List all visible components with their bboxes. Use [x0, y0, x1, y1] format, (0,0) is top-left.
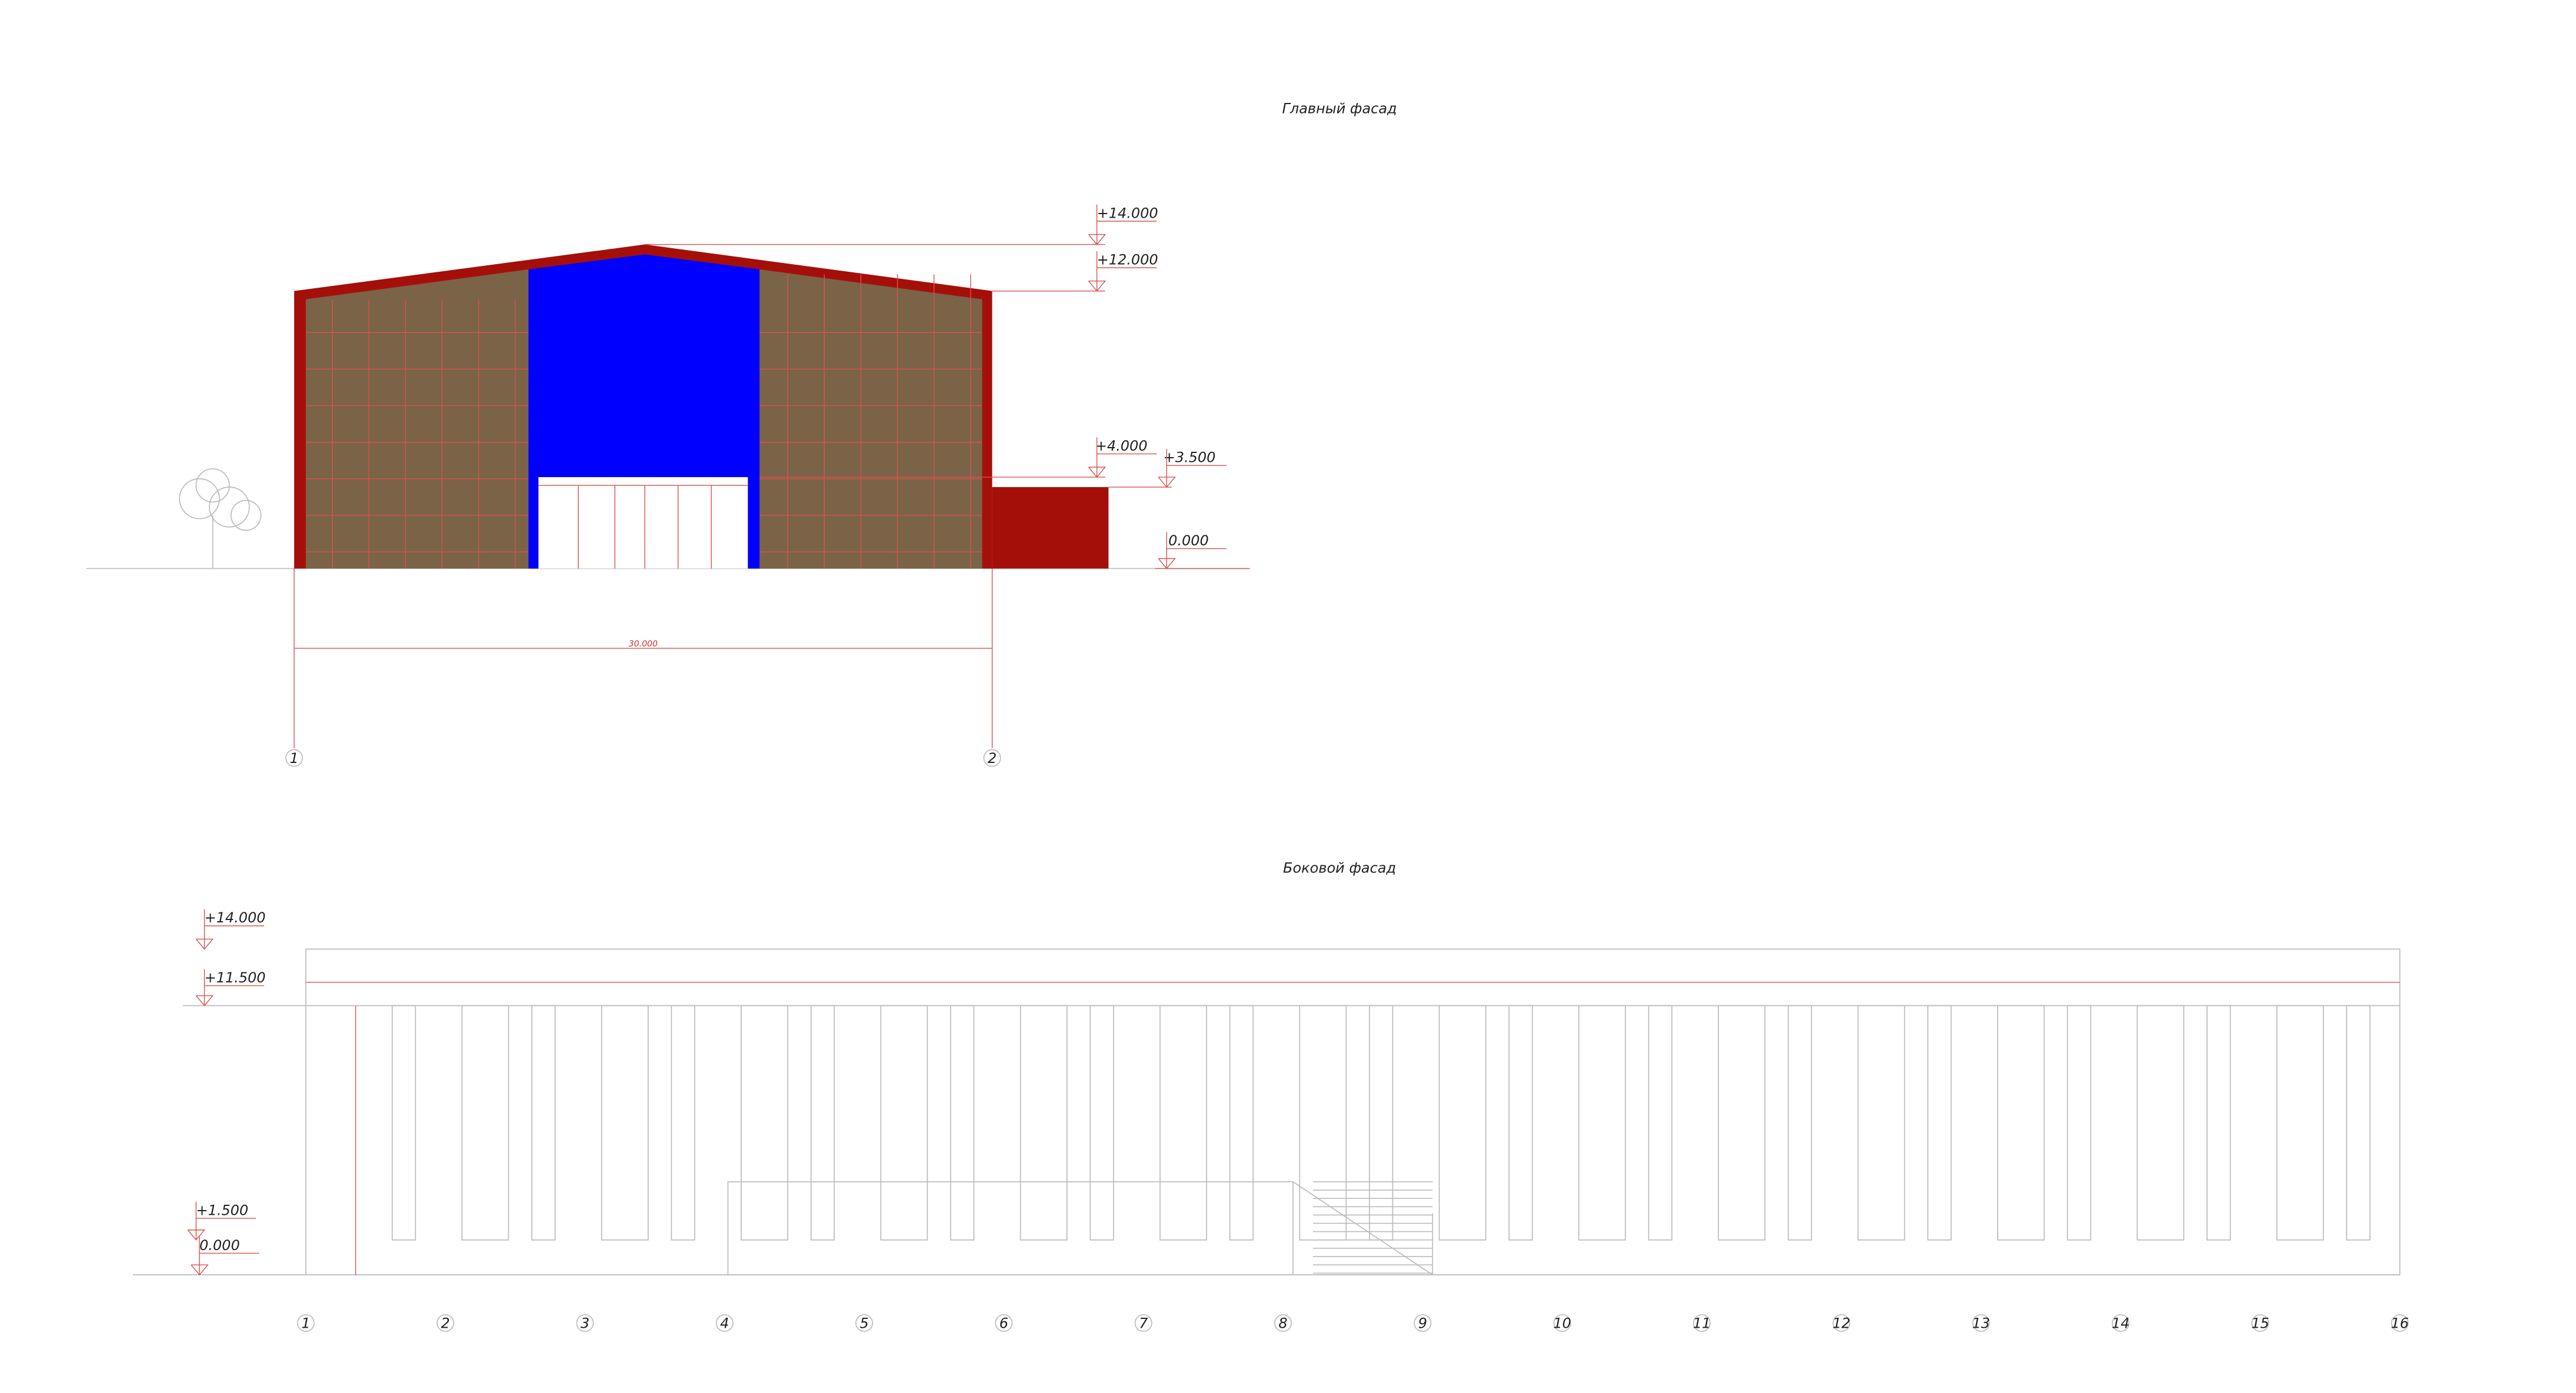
entrance-frames [538, 485, 748, 569]
axis-label: 13 [1972, 1315, 1990, 1332]
window [1997, 1005, 2045, 1241]
axis-bubble [983, 749, 1001, 767]
axis-bubble [1692, 1314, 1711, 1332]
windows [391, 1005, 2371, 1241]
window [1927, 1005, 1952, 1241]
window [810, 1005, 835, 1241]
title: Боковой фасад [1283, 859, 1396, 876]
window [2067, 1005, 2091, 1241]
annex [992, 487, 1109, 569]
window [1578, 1005, 1626, 1241]
axis-label: 16 [2391, 1315, 2409, 1332]
axis-bubble [576, 1314, 594, 1332]
window [1438, 1005, 1487, 1241]
window [2346, 1005, 2371, 1241]
wall [759, 269, 982, 569]
axis-bubble [2391, 1314, 2409, 1332]
window [1019, 1005, 1068, 1241]
window [2276, 1005, 2324, 1241]
axis-bubble [436, 1314, 455, 1332]
level-label: 0.000 [199, 1237, 240, 1254]
level-label: +14.000 [204, 909, 265, 926]
axis-bubble [285, 749, 304, 767]
title: Главный фасад [1282, 100, 1397, 116]
window [1089, 1005, 1114, 1241]
window [1299, 1005, 1347, 1241]
window [671, 1005, 695, 1241]
window [1508, 1005, 1533, 1241]
window [1788, 1005, 1812, 1241]
axis-label: 1 [301, 1315, 310, 1332]
axis-label: 15 [2251, 1315, 2270, 1332]
axis-label: 11 [1693, 1315, 1711, 1332]
window [880, 1005, 928, 1241]
window [1369, 1005, 1394, 1241]
axis-label: 2 [988, 750, 997, 767]
level-label: 0.000 [1168, 532, 1209, 549]
window [461, 1005, 509, 1241]
axis-bubble [995, 1314, 1013, 1332]
entrance [538, 477, 748, 569]
level-label: +12.000 [1097, 251, 1158, 268]
axis-label: 10 [1553, 1315, 1571, 1332]
axis-label: 12 [1832, 1315, 1851, 1332]
low-block [727, 1181, 1294, 1276]
window [531, 1005, 556, 1241]
axis-label: 2 [441, 1315, 450, 1332]
axis-label: 4 [720, 1315, 729, 1332]
window [1648, 1005, 1672, 1241]
window [1718, 1005, 1766, 1241]
axis-label: 8 [1278, 1315, 1287, 1332]
axis-label: 6 [999, 1315, 1008, 1332]
window [391, 1005, 416, 1241]
window [2206, 1005, 2231, 1241]
axis-label: 7 [1139, 1315, 1148, 1332]
panel-grid [305, 274, 982, 569]
axis-label: 14 [2112, 1315, 2130, 1332]
axis-bubble [1972, 1314, 1990, 1332]
axis-bubble [1274, 1314, 1292, 1332]
axis-bubble [1134, 1314, 1152, 1332]
axis-bubble [1553, 1314, 1571, 1332]
window [601, 1005, 649, 1241]
window [950, 1005, 975, 1241]
window [741, 1005, 788, 1241]
level-label: +4.000 [1095, 438, 1148, 454]
level-label: +14.000 [1097, 205, 1158, 221]
window [1229, 1005, 1254, 1241]
tree [179, 468, 262, 569]
level-label: +1.500 [196, 1202, 248, 1218]
window [1857, 1005, 1905, 1241]
stairs [1292, 1181, 1434, 1275]
rail [1292, 1181, 1433, 1275]
wall [305, 269, 529, 569]
level-label: +3.500 [1164, 449, 1216, 466]
axis-label: 9 [1418, 1315, 1427, 1332]
axis-bubble [715, 1314, 734, 1332]
axis-label: 3 [581, 1315, 589, 1332]
level-label: +11.500 [204, 969, 265, 986]
axis-bubble [296, 1314, 315, 1332]
axis-label: 1 [289, 750, 298, 767]
window [2137, 1005, 2185, 1241]
axis-label: 5 [859, 1315, 868, 1332]
dimension [294, 244, 1250, 748]
axis-bubble [855, 1314, 874, 1332]
axis-bubble [1832, 1314, 1851, 1332]
axis-bubble [1414, 1314, 1432, 1332]
axis-bubble [2111, 1314, 2130, 1332]
outline [305, 948, 2401, 1276]
axis-bubble [2251, 1314, 2270, 1332]
dimension-label: 30.000 [629, 639, 658, 649]
window [1159, 1005, 1207, 1241]
